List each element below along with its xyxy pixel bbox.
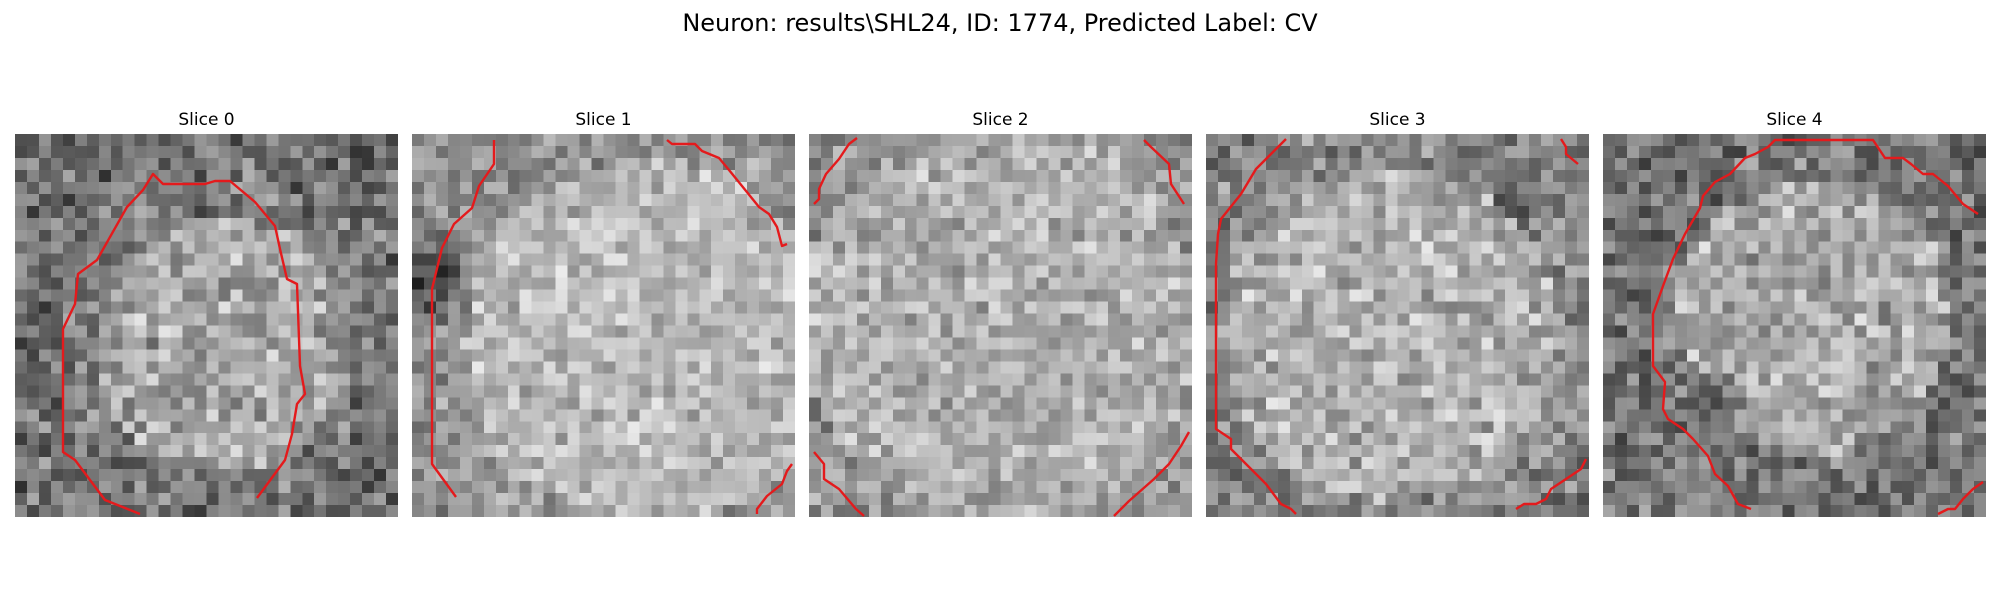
- segmentation-contour: [813, 451, 865, 517]
- segmentation-contour: [1113, 431, 1191, 517]
- segmentation-contour: [61, 172, 307, 516]
- segmentation-contour: [1651, 138, 1979, 511]
- slice-image-1: [412, 134, 795, 517]
- segmentation-contour: [430, 140, 496, 498]
- segmentation-contour: [1515, 458, 1588, 511]
- slice-panel-1: Slice 1: [412, 108, 795, 520]
- slice-title: Slice 2: [972, 110, 1029, 130]
- slice-title: Slice 0: [178, 110, 235, 130]
- figure-title: Neuron: results\SHL24, ID: 1774, Predict…: [682, 9, 1318, 37]
- pixel-grid: [1206, 134, 1589, 517]
- slice-image-4: [1603, 134, 1986, 517]
- pixel-grid: [809, 134, 1192, 517]
- pixel-grid: [1603, 134, 1986, 517]
- slice-title: Slice 4: [1766, 110, 1823, 130]
- segmentation-contour: [813, 137, 858, 205]
- slice-panel-3: Slice 3: [1206, 108, 1589, 520]
- segmentation-contour: [1143, 139, 1186, 205]
- slice-panel-0: Slice 0: [15, 108, 398, 520]
- segmentation-contour: [1214, 138, 1297, 515]
- slice-image-3: [1206, 134, 1589, 517]
- pixel-grid: [412, 134, 795, 517]
- slice-panel-2: Slice 2: [809, 108, 1192, 520]
- segmentation-contour: [755, 463, 793, 514]
- segmentation-contour: [666, 139, 788, 248]
- segmentation-contour: [1559, 138, 1579, 165]
- slice-panel-4: Slice 4: [1603, 108, 1986, 520]
- slice-image-2: [809, 134, 1192, 517]
- pixel-grid: [15, 134, 398, 517]
- slice-title: Slice 3: [1369, 110, 1426, 130]
- slice-image-0: [15, 134, 398, 517]
- segmentation-contour: [1937, 481, 1984, 516]
- slice-title: Slice 1: [575, 110, 632, 130]
